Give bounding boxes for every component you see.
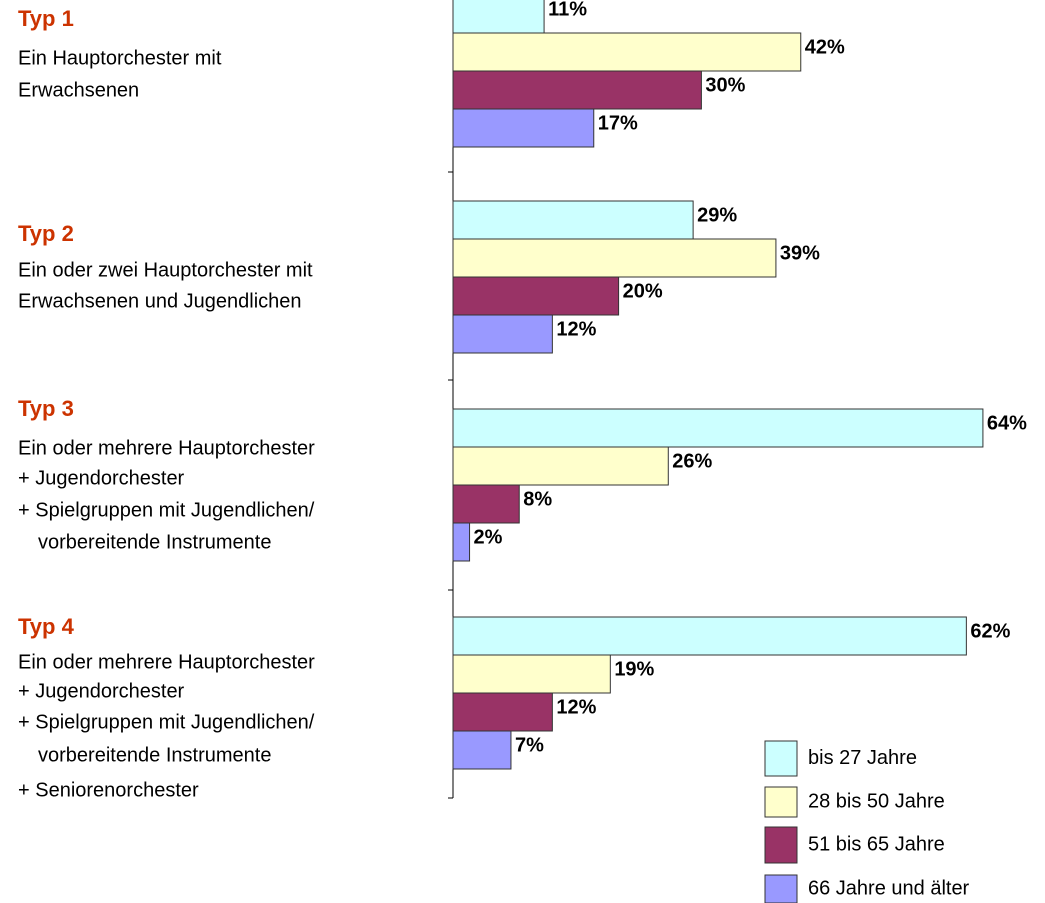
legend-label: 28 bis 50 Jahre	[808, 790, 945, 812]
category-description: Ein oder mehrere Hauptorchester	[18, 437, 315, 459]
legend-label: 66 Jahre und älter	[808, 877, 970, 899]
value-label: 62%	[970, 620, 1010, 642]
legend-swatch	[764, 874, 798, 903]
legend-label: bis 27 Jahre	[808, 747, 917, 769]
category-title: Typ 4	[18, 614, 75, 639]
bar	[452, 32, 802, 72]
bar	[452, 730, 512, 770]
bar	[452, 314, 553, 354]
category-description: Ein oder mehrere Hauptorchester	[18, 651, 315, 673]
category-description: Erwachsenen	[18, 79, 139, 101]
bar	[452, 276, 620, 316]
value-label: 17%	[598, 112, 638, 134]
bar	[452, 238, 777, 278]
category-description: Ein Hauptorchester mit	[18, 47, 222, 69]
bar	[452, 0, 545, 34]
category-title: Typ 3	[18, 396, 74, 421]
bar	[452, 446, 669, 486]
legend-swatch	[764, 740, 798, 777]
value-label: 12%	[556, 318, 596, 340]
legend-label: 51 bis 65 Jahre	[808, 833, 945, 855]
bar	[452, 654, 611, 694]
category-description: + Spielgruppen mit Jugendlichen/	[18, 711, 315, 733]
bar	[452, 484, 520, 524]
value-label: 8%	[523, 488, 552, 510]
bar	[452, 70, 702, 110]
value-label: 39%	[780, 242, 820, 264]
bar	[452, 522, 471, 562]
legend-swatch	[764, 786, 798, 818]
value-label: 42%	[805, 36, 845, 58]
bar	[452, 108, 595, 148]
value-label: 7%	[515, 734, 544, 756]
bar	[452, 200, 694, 240]
category-description: + Spielgruppen mit Jugendlichen/	[18, 499, 315, 521]
category-description: + Seniorenorchester	[18, 779, 199, 801]
value-label: 12%	[556, 696, 596, 718]
bar	[452, 616, 967, 656]
category-description: + Jugendorchester	[18, 680, 185, 702]
category-description: Ein oder zwei Hauptorchester mit	[18, 259, 313, 281]
value-label: 26%	[672, 450, 712, 472]
bar	[452, 692, 553, 732]
category-description: + Jugendorchester	[18, 467, 185, 489]
value-label: 11%	[548, 0, 587, 20]
category-description: Erwachsenen und Jugendlichen	[18, 290, 302, 312]
value-label: 20%	[623, 280, 663, 302]
value-label: 2%	[474, 526, 503, 548]
category-title: Typ 1	[18, 6, 74, 31]
legend-swatch	[764, 826, 798, 864]
value-label: 19%	[614, 658, 654, 680]
value-label: 64%	[987, 412, 1027, 434]
value-label: 30%	[705, 74, 745, 96]
category-title: Typ 2	[18, 221, 74, 246]
value-label: 29%	[697, 204, 737, 226]
category-description: vorbereitende Instrumente	[38, 744, 271, 766]
category-description: vorbereitende Instrumente	[38, 531, 271, 553]
bar	[452, 408, 984, 448]
